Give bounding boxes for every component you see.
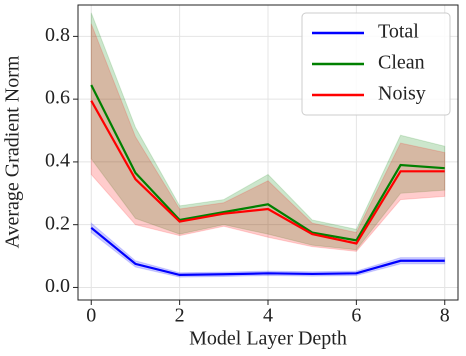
- y-tick-label: 0.4: [45, 150, 70, 172]
- y-tick-label: 0.6: [45, 87, 70, 109]
- x-tick-label: 8: [440, 305, 450, 327]
- x-tick-label: 6: [351, 305, 361, 327]
- legend-label: Total: [378, 21, 419, 43]
- x-tick-label: 4: [263, 305, 273, 327]
- legend: Total Clean Noisy: [301, 12, 451, 116]
- y-tick-label: 0.0: [45, 275, 70, 297]
- legend-label: Noisy: [378, 83, 426, 105]
- band: [90, 12, 446, 251]
- band: [90, 222, 446, 278]
- y-tick-label: 0.2: [45, 212, 70, 234]
- x-tick-label: 0: [86, 305, 96, 327]
- line: [90, 226, 445, 276]
- line: [90, 100, 445, 245]
- y-tick-label: 0.8: [45, 24, 70, 46]
- legend-label: Clean: [378, 52, 425, 74]
- legend-box: [301, 12, 451, 116]
- y-axis-label: Average Gradient Norm: [2, 55, 24, 248]
- line: [90, 84, 445, 242]
- plot-frame: [77, 4, 459, 301]
- x-tick-label: 2: [175, 305, 185, 327]
- x-axis-label: Model Layer Depth: [189, 328, 347, 350]
- band: [90, 23, 446, 252]
